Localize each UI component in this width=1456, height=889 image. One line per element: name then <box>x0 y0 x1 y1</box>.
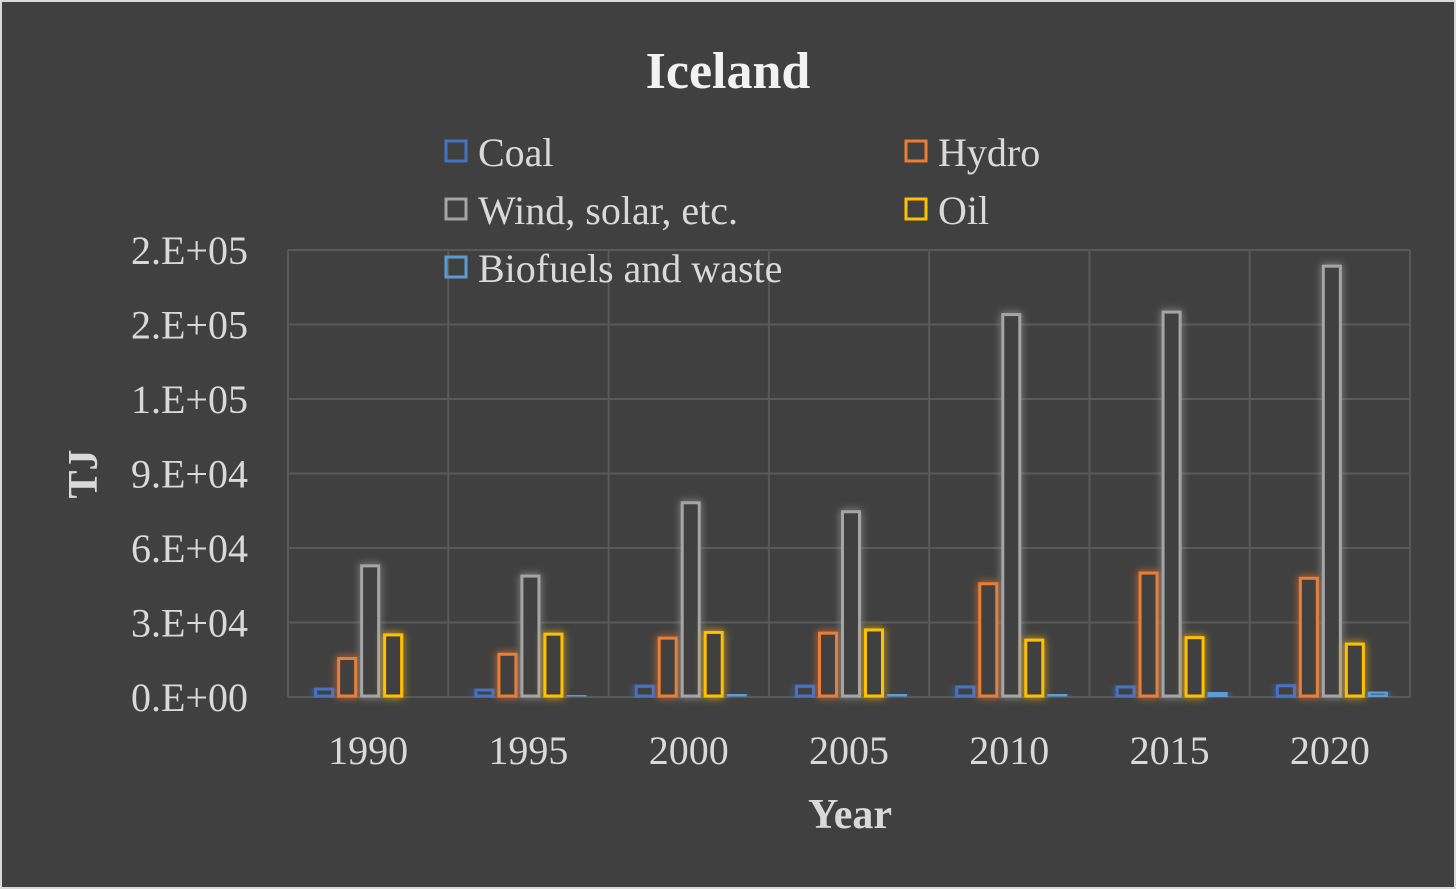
legend-swatch <box>904 139 928 163</box>
bar-oil-2000 <box>703 630 724 698</box>
y-tick-label: 0.E+00 <box>131 675 248 720</box>
bar-wind-solar-etc-1990 <box>360 564 381 698</box>
bar-biofuels-and-waste-2010 <box>1047 693 1068 698</box>
legend-label: Biofuels and waste <box>478 246 782 291</box>
bar-wind-solar-etc-2010 <box>1001 313 1022 698</box>
x-axis-tick-labels: 1990 1995 2000 2005 2010 2015 2020 <box>328 728 1370 773</box>
bar-coal-2000 <box>634 684 655 698</box>
bar-biofuels-and-waste-1995 <box>566 693 587 698</box>
y-tick-label: 6.E+04 <box>131 526 248 571</box>
bar-coal-2015 <box>1115 685 1136 698</box>
bar-coal-2020 <box>1275 684 1296 698</box>
y-tick-label: 2.E+05 <box>131 303 248 348</box>
chart-title: Iceland <box>646 43 811 100</box>
x-tick-label: 2005 <box>809 728 889 773</box>
bar-biofuels-and-waste-2015 <box>1207 691 1228 698</box>
bar-oil-2020 <box>1344 642 1365 698</box>
bar-oil-1990 <box>383 633 404 698</box>
legend-label: Oil <box>938 188 989 233</box>
x-axis-title: Year <box>808 792 892 838</box>
bar-hydro-2015 <box>1138 571 1159 698</box>
bar-biofuels-and-waste-2020 <box>1367 690 1388 698</box>
legend: Coal Hydro Wind, solar, etc. Oil Biofuels an… <box>444 130 1040 291</box>
x-tick-label: 2000 <box>649 728 729 773</box>
y-axis-title: TJ <box>61 449 107 498</box>
y-tick-label: 2.E+05 <box>131 228 248 273</box>
bar-wind-solar-etc-2005 <box>841 510 861 698</box>
legend-swatch <box>444 255 468 279</box>
bar-coal-1990 <box>314 687 335 698</box>
y-tick-label: 9.E+04 <box>131 452 248 497</box>
bars <box>314 264 1388 698</box>
bar-wind-solar-etc-1995 <box>520 574 541 698</box>
legend-label: Hydro <box>938 130 1040 175</box>
legend-swatch <box>444 139 468 163</box>
x-tick-label: 2010 <box>969 728 1049 773</box>
y-tick-label: 1.E+05 <box>131 377 248 422</box>
bar-hydro-2000 <box>657 636 678 698</box>
y-axis-tick-labels: 0.E+00 3.E+04 6.E+04 9.E+04 1.E+05 2.E+05 2.E+… <box>131 228 248 720</box>
bar-hydro-1990 <box>337 657 358 698</box>
bar-biofuels-and-waste-2000 <box>726 693 747 698</box>
x-tick-label: 1990 <box>328 728 408 773</box>
bar-hydro-1995 <box>497 652 518 698</box>
bar-biofuels-and-waste-2005 <box>887 693 907 698</box>
bar-wind-solar-etc-2020 <box>1321 264 1342 698</box>
bar-oil-1995 <box>543 632 564 698</box>
x-tick-label: 2015 <box>1130 728 1210 773</box>
bar-hydro-2010 <box>978 582 999 698</box>
bar-wind-solar-etc-2000 <box>680 501 701 698</box>
bar-wind-solar-etc-2015 <box>1161 310 1182 698</box>
legend-label: Coal <box>478 130 554 175</box>
bar-hydro-2020 <box>1298 576 1319 698</box>
bar-oil-2005 <box>864 628 884 698</box>
x-tick-label: 1995 <box>488 728 568 773</box>
x-tick-label: 2020 <box>1290 728 1370 773</box>
bar-oil-2010 <box>1024 638 1045 698</box>
gridlines <box>287 249 1411 698</box>
legend-label: Wind, solar, etc. <box>478 188 738 233</box>
bar-coal-2005 <box>795 684 815 698</box>
bar-oil-2015 <box>1184 636 1205 698</box>
bar-hydro-2005 <box>818 631 838 698</box>
y-tick-label: 3.E+04 <box>131 601 248 646</box>
legend-swatch <box>444 197 468 221</box>
legend-swatch <box>904 197 928 221</box>
bar-coal-1995 <box>474 688 495 698</box>
bar-coal-2010 <box>955 685 976 698</box>
